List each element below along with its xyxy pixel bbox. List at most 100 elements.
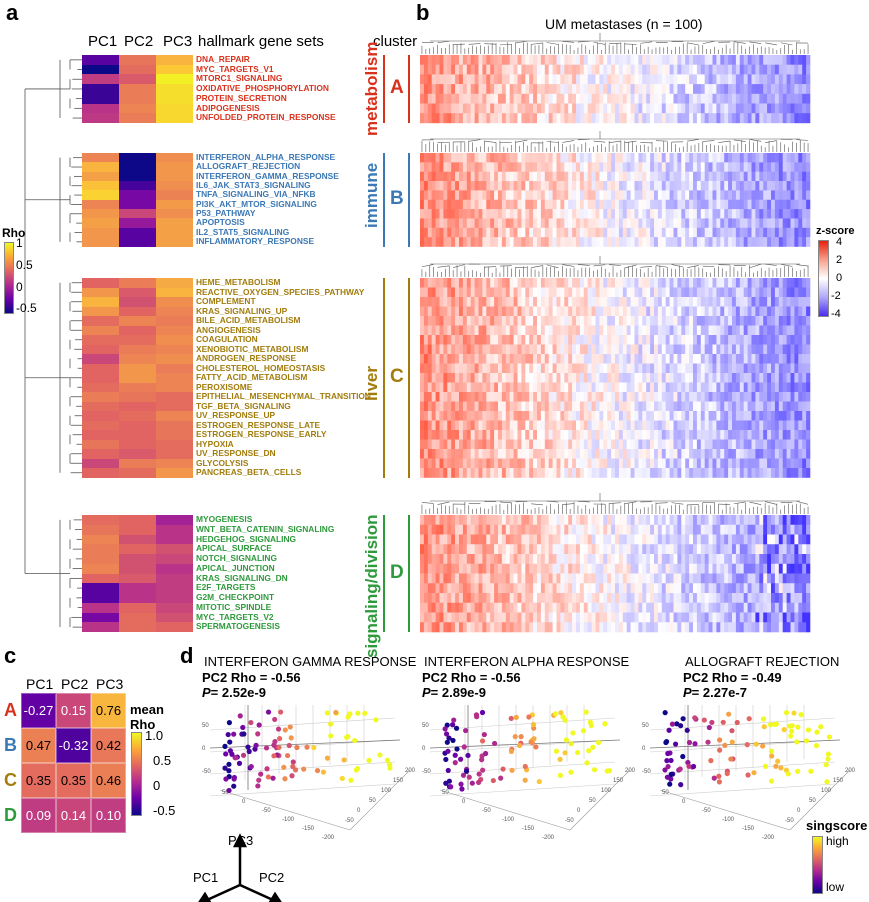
heatmap-cell xyxy=(478,55,483,65)
heatmap-cell xyxy=(451,171,456,182)
heatmap-cell xyxy=(576,93,581,104)
heatmap-cell xyxy=(560,227,565,238)
heatmap-cell xyxy=(650,237,655,247)
heatmap-cell xyxy=(544,209,549,219)
heatmap-cell xyxy=(782,411,787,421)
heatmap-cell xyxy=(778,563,783,574)
heatmap-cell xyxy=(576,103,581,114)
rho-cell xyxy=(82,84,119,95)
heatmap-cell xyxy=(743,209,748,219)
heatmap-cell xyxy=(654,335,659,345)
heatmap-cell xyxy=(501,93,507,104)
rho-cell xyxy=(82,306,119,317)
heatmap-cell xyxy=(474,190,479,201)
heatmap-cell xyxy=(646,162,651,172)
heatmap-cell xyxy=(708,113,713,124)
heatmap-cell xyxy=(579,103,585,114)
heatmap-cell xyxy=(517,573,522,584)
heatmap-cell xyxy=(544,103,549,114)
heatmap-cell xyxy=(533,74,538,85)
heatmap-cell xyxy=(763,171,768,182)
heatmap-cell xyxy=(583,237,588,247)
rho-cell xyxy=(119,181,156,191)
heatmap-cell xyxy=(599,449,604,459)
heatmap-cell xyxy=(782,468,787,478)
heatmap-cell xyxy=(466,218,471,229)
heatmap-cell xyxy=(712,344,717,355)
rho-cell xyxy=(156,583,193,594)
heatmap-cell xyxy=(447,392,452,402)
heatmap-cell xyxy=(482,287,487,298)
heatmap-cell xyxy=(607,316,612,326)
heatmap-cell xyxy=(696,401,702,412)
heatmap-cell xyxy=(806,392,811,402)
heatmap-cell xyxy=(447,84,452,95)
gene-set-label: APOPTOSIS xyxy=(196,217,245,228)
heatmap-cell xyxy=(540,420,546,431)
heatmap-cell xyxy=(494,84,499,95)
heatmap-cell xyxy=(509,306,514,317)
heatmap-cell xyxy=(576,382,581,393)
heatmap-cell xyxy=(763,449,768,459)
heatmap-cell xyxy=(618,181,624,191)
heatmap-cell xyxy=(794,190,799,201)
heatmap-cell xyxy=(611,209,616,219)
heatmap-cell xyxy=(693,335,698,345)
heatmap-cell xyxy=(435,227,440,238)
heatmap-cell xyxy=(626,237,631,247)
heatmap-cell xyxy=(755,563,760,574)
heatmap-cell xyxy=(759,515,764,526)
heatmap-cell xyxy=(778,439,783,450)
heatmap-cell xyxy=(556,199,561,210)
heatmap-cell xyxy=(423,306,429,317)
heatmap-cell xyxy=(583,278,588,288)
heatmap-cell xyxy=(459,458,464,469)
heatmap-cell xyxy=(685,344,690,355)
heatmap-cell xyxy=(778,515,783,526)
heatmap-cell xyxy=(540,573,546,584)
heatmap-cell xyxy=(642,468,647,478)
heatmap-cell xyxy=(587,153,592,163)
heatmap-cell xyxy=(630,181,635,191)
heatmap-cell xyxy=(798,278,803,288)
heatmap-cell xyxy=(642,297,647,307)
heatmap-cell xyxy=(739,218,744,229)
heatmap-cell xyxy=(767,199,772,210)
heatmap-cell xyxy=(455,93,460,104)
heatmap-cell xyxy=(712,382,717,393)
heatmap-cell xyxy=(751,534,756,545)
rho-cell xyxy=(82,515,119,526)
heatmap-cell xyxy=(716,335,721,345)
heatmap-cell xyxy=(778,209,783,219)
heatmap-cell xyxy=(579,227,585,238)
heatmap-cell xyxy=(423,74,429,85)
heatmap-cell xyxy=(677,297,682,307)
heatmap-cell xyxy=(599,524,604,535)
heatmap-cell xyxy=(486,325,491,336)
heatmap-cell xyxy=(420,373,425,383)
heatmap-cell xyxy=(560,544,565,555)
heatmap-cell xyxy=(455,363,460,374)
heatmap-cell xyxy=(751,373,756,383)
heatmap-cell xyxy=(689,534,694,545)
heatmap-cell xyxy=(786,354,791,364)
heatmap-cell xyxy=(626,373,631,383)
heatmap-cell xyxy=(654,84,659,95)
heatmap-cell xyxy=(587,218,592,229)
heatmap-cell xyxy=(732,227,737,238)
heatmap-cell xyxy=(486,209,491,219)
heatmap-cell xyxy=(778,524,783,535)
heatmap-cell xyxy=(751,325,756,336)
heatmap-cell xyxy=(427,171,432,182)
heatmap-cell xyxy=(533,64,538,75)
heatmap-cell xyxy=(548,363,553,374)
heatmap-cell xyxy=(786,458,791,469)
heatmap-cell xyxy=(696,55,702,65)
gene-set-label: EPITHELIAL_MESENCHYMAL_TRANSITION xyxy=(196,391,371,401)
heatmap-cell xyxy=(420,199,425,210)
heatmap-cell xyxy=(498,382,503,393)
heatmap-cell xyxy=(751,55,756,65)
heatmap-cell xyxy=(716,373,721,383)
heatmap-cell xyxy=(626,544,631,555)
heatmap-cell xyxy=(595,153,600,163)
